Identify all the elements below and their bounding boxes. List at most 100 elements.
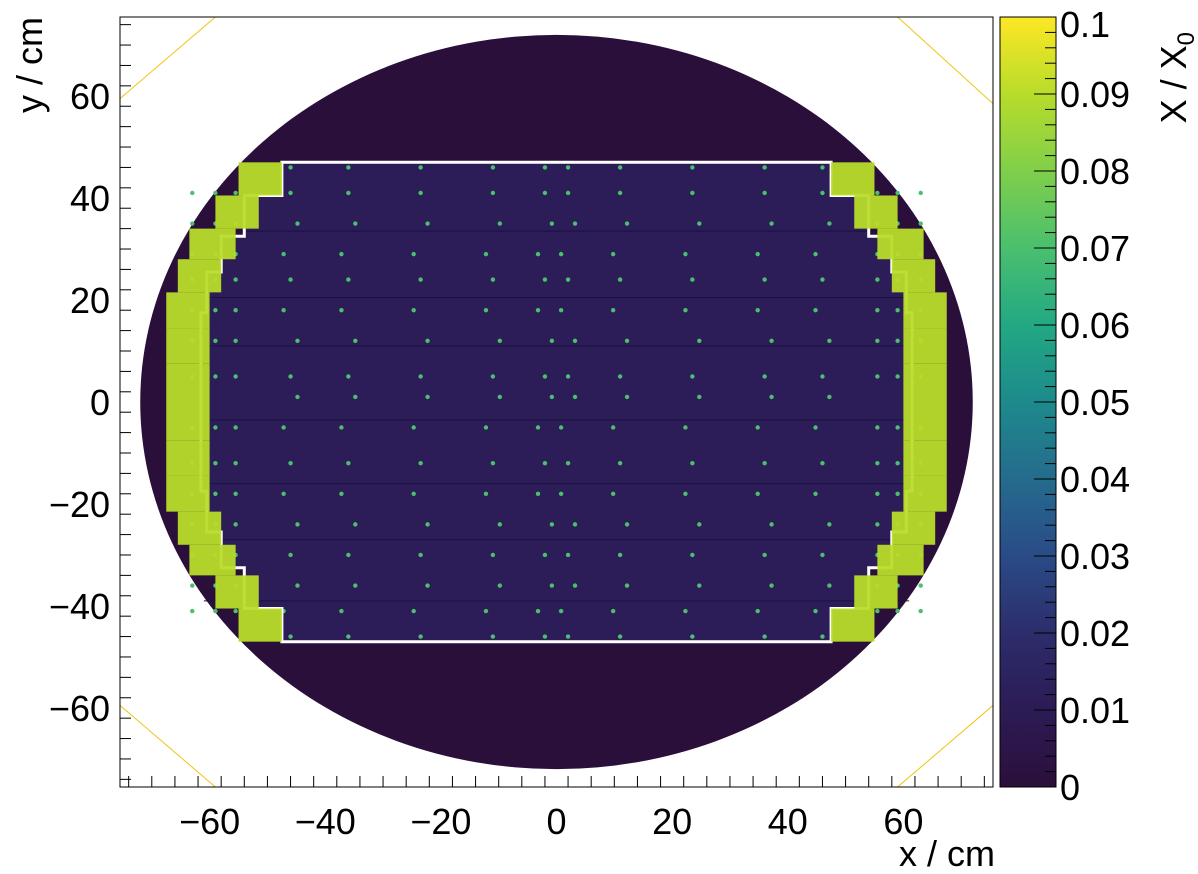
support-dot (895, 338, 900, 344)
support-dot (683, 491, 688, 496)
support-dot (697, 522, 702, 527)
support-dot (549, 583, 555, 588)
edge-block (238, 608, 282, 642)
support-dot (769, 221, 774, 226)
support-dot (418, 634, 423, 639)
support-dot (683, 608, 688, 614)
support-dot (288, 552, 293, 558)
support-dot (483, 491, 489, 496)
support-dot (346, 374, 351, 379)
support-dot (233, 308, 238, 313)
z-tick-label: 0.05 (1060, 382, 1130, 423)
support-dot (875, 491, 880, 496)
support-dot (346, 277, 351, 282)
support-dot (755, 308, 760, 313)
y-axis-title: y / cm (9, 17, 50, 113)
support-dot (346, 634, 351, 639)
plot-content (120, 17, 993, 787)
support-dot (624, 394, 630, 400)
support-dot (497, 394, 503, 400)
support-dot (535, 308, 541, 313)
support-dot (697, 338, 702, 344)
support-dot (549, 394, 555, 400)
edge-block (166, 328, 210, 364)
support-dot (820, 552, 825, 558)
support-dot (353, 522, 358, 527)
corner-line (897, 17, 993, 105)
y-tick-label: −20 (49, 484, 110, 525)
support-dot (769, 522, 774, 527)
support-dot (690, 634, 695, 639)
y-tick-label: −60 (49, 688, 110, 729)
edge-block (177, 259, 222, 293)
support-dot (565, 190, 571, 196)
support-dot (918, 608, 923, 614)
support-dot (820, 190, 825, 196)
support-dot (411, 491, 416, 496)
z-tick-label: 0.02 (1060, 613, 1130, 654)
support-dot (425, 583, 430, 588)
x-tick-label: 40 (768, 801, 808, 842)
support-dot (483, 425, 489, 430)
y-tick-label: −40 (49, 586, 110, 627)
support-dot (549, 522, 555, 527)
support-dot (895, 425, 900, 430)
support-dot (233, 190, 238, 196)
x-tick-label: 60 (883, 801, 923, 842)
support-dot (542, 374, 548, 379)
support-dot (418, 190, 423, 196)
support-dot (213, 425, 218, 430)
plot-area (120, 17, 993, 787)
colorbar-title-main: X / X (1153, 45, 1194, 123)
support-dot (820, 374, 825, 379)
support-dot (353, 221, 358, 226)
support-dot (295, 394, 300, 400)
support-dot (624, 583, 630, 588)
support-dot (690, 277, 695, 282)
support-dot (624, 221, 630, 226)
support-dot (542, 634, 548, 639)
support-dot (690, 165, 695, 170)
z-tick-label: 0.01 (1060, 690, 1130, 731)
edge-block (215, 575, 259, 609)
support-dot (697, 583, 702, 588)
edge-block (189, 544, 236, 576)
support-dot (418, 374, 423, 379)
support-dot (572, 583, 578, 588)
edge-block (215, 195, 259, 229)
support-dot (346, 552, 351, 558)
support-dot (755, 491, 760, 496)
x-tick-label: −20 (410, 801, 471, 842)
support-dot (339, 251, 344, 257)
support-dot (295, 522, 300, 527)
svg-text:X / X0: X / X0 (1153, 32, 1198, 123)
support-dot (617, 374, 623, 379)
support-dot (617, 552, 623, 558)
support-dot (418, 552, 423, 558)
z-tick-label: 0 (1060, 767, 1080, 808)
support-dot (213, 190, 218, 196)
support-dot (617, 460, 623, 466)
support-dot (490, 552, 496, 558)
support-dot (339, 608, 344, 614)
support-dot (418, 460, 423, 466)
support-dot (617, 277, 623, 282)
central-plate (200, 162, 913, 642)
support-dot (572, 394, 578, 400)
support-dot (339, 425, 344, 430)
corner-line (120, 17, 216, 99)
support-dot (411, 425, 416, 430)
support-dot (769, 394, 774, 400)
x-tick-label: −40 (295, 801, 356, 842)
support-dot (827, 522, 832, 527)
x-tick-label: 20 (652, 801, 692, 842)
support-dot (895, 374, 900, 379)
support-dot (895, 308, 900, 313)
support-dot (490, 277, 496, 282)
edge-block (166, 475, 210, 512)
support-dot (918, 221, 923, 226)
edge-block (238, 162, 282, 196)
support-dot (213, 460, 218, 466)
support-dot (895, 608, 900, 614)
